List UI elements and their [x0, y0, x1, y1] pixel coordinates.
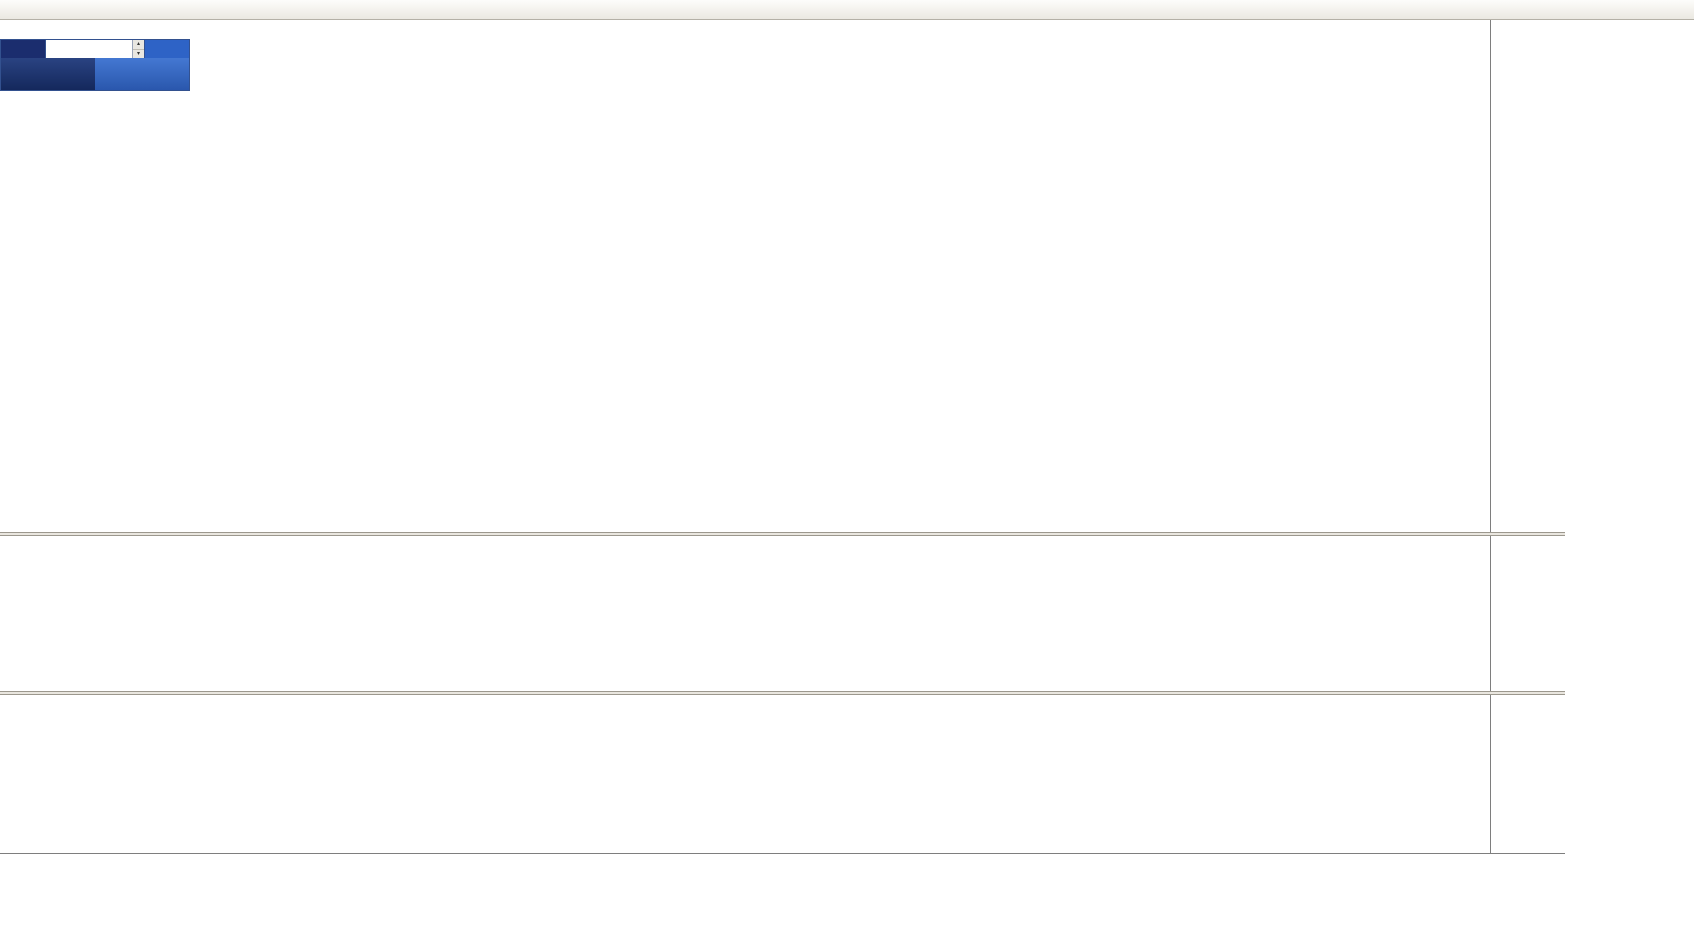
buy-price-button[interactable]	[95, 58, 189, 90]
volume-field: ▴ ▾	[45, 40, 145, 58]
volume-increase-button[interactable]: ▴	[133, 40, 144, 50]
chart-window: ▴ ▾	[0, 20, 1565, 875]
macd-panel[interactable]	[0, 536, 1490, 691]
time-axis[interactable]	[0, 853, 1565, 875]
sell-button[interactable]	[1, 40, 45, 58]
one-click-top-row: ▴ ▾	[1, 40, 189, 58]
rsi-panel-divider[interactable]	[0, 691, 1565, 695]
volume-decrease-button[interactable]: ▾	[133, 49, 144, 58]
toolbar	[0, 0, 1694, 20]
volume-spinner: ▴ ▾	[132, 40, 144, 58]
rsi-indicator-label	[4, 699, 9, 710]
buy-button[interactable]	[145, 40, 189, 58]
price-scale[interactable]	[1490, 20, 1565, 853]
one-click-price-row	[1, 58, 189, 90]
sell-price-button[interactable]	[1, 58, 95, 90]
macd-panel-divider[interactable]	[0, 532, 1565, 536]
price-chart[interactable]	[0, 20, 1490, 532]
volume-input[interactable]	[46, 40, 132, 58]
one-click-trading-panel: ▴ ▾	[0, 39, 190, 91]
macd-indicator-label	[4, 540, 14, 551]
chart-info	[4, 22, 10, 34]
rsi-panel[interactable]	[0, 695, 1490, 853]
